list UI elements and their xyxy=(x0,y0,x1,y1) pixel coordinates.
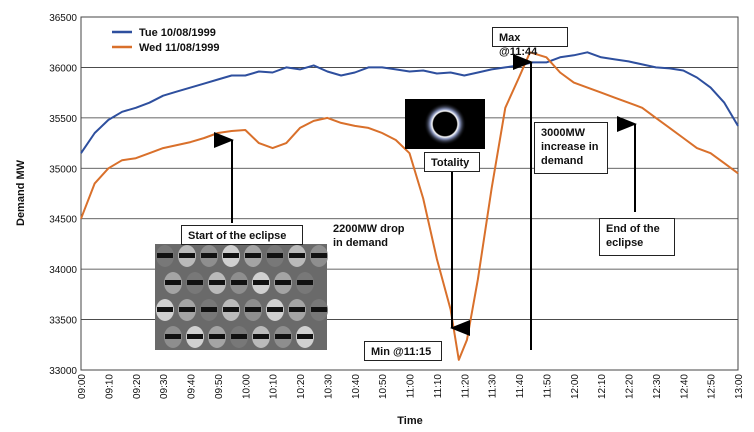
eclipse-glasses xyxy=(165,334,181,339)
x-tick-0940: 09:40 xyxy=(187,374,198,399)
x-tick-1240: 12:40 xyxy=(679,374,690,399)
x-tick-1220: 12:20 xyxy=(625,374,636,399)
x-tick-0930: 09:30 xyxy=(159,374,170,399)
eclipse-glasses xyxy=(187,280,203,285)
x-tick-labels: 09:00 09:10 09:20 09:30 09:40 09:50 10:00 10:10… xyxy=(77,374,745,399)
y-axis-title: Demand MW xyxy=(15,159,27,226)
eclipse-glasses xyxy=(201,253,217,258)
x-tick-1100: 11:00 xyxy=(406,374,417,399)
legend: Tue 10/08/1999 Wed 11/08/1999 xyxy=(112,27,220,54)
x-tick-1010: 10:10 xyxy=(269,374,280,399)
eclipse-glasses xyxy=(223,253,239,258)
x-tick-1150: 11:50 xyxy=(542,374,553,399)
eclipse-glasses xyxy=(275,334,291,339)
x-tick-1120: 11:20 xyxy=(460,374,471,399)
eclipse-glasses xyxy=(231,280,247,285)
x-tick-1110: 11:10 xyxy=(433,374,444,399)
eclipse-glasses xyxy=(231,334,247,339)
eclipse-glasses xyxy=(253,334,269,339)
eclipse-glasses xyxy=(157,307,173,312)
annotation-end: End of the eclipse xyxy=(599,218,675,256)
eclipse-glasses xyxy=(311,307,327,312)
eclipse-glasses xyxy=(297,280,313,285)
x-tick-0910: 09:10 xyxy=(104,374,115,399)
annotation-arrows xyxy=(214,54,637,350)
x-tick-1300: 13:00 xyxy=(734,374,745,399)
eclipse-glasses xyxy=(209,334,225,339)
eclipse-glasses xyxy=(201,307,217,312)
x-tick-1210: 12:10 xyxy=(597,374,608,399)
eclipse-photo xyxy=(405,99,485,149)
legend-label-tue: Tue 10/08/1999 xyxy=(139,27,216,39)
annotation-min: Min @11:15 xyxy=(364,341,442,361)
x-tick-1040: 10:40 xyxy=(351,374,362,399)
y-tick-33500: 33500 xyxy=(49,316,77,327)
series-lines xyxy=(80,51,739,361)
y-tick-36000: 36000 xyxy=(49,63,77,74)
x-tick-1250: 12:50 xyxy=(707,374,718,399)
eclipse-glasses xyxy=(157,253,173,258)
eclipse-glasses xyxy=(253,280,269,285)
x-tick-1020: 10:20 xyxy=(296,374,307,399)
y-tick-labels: 33000 33500 34000 34500 35000 35500 36000 36500 xyxy=(49,13,77,377)
x-tick-0920: 09:20 xyxy=(132,374,143,399)
plot-frame xyxy=(80,16,739,371)
y-tick-35000: 35000 xyxy=(49,164,77,175)
annotation-totality: Totality xyxy=(424,152,480,172)
eclipse-glasses xyxy=(275,280,291,285)
x-tick-1130: 11:30 xyxy=(488,374,499,399)
x-tick-1140: 11:40 xyxy=(515,374,526,399)
x-tick-0950: 09:50 xyxy=(214,374,225,399)
x-tick-1030: 10:30 xyxy=(323,374,334,399)
x-tick-0900: 09:00 xyxy=(77,374,88,399)
eclipse-glasses xyxy=(223,307,239,312)
y-tick-36500: 36500 xyxy=(49,13,77,24)
eclipse-glasses xyxy=(245,307,261,312)
crowd-photo xyxy=(155,244,328,350)
eclipse-glasses xyxy=(187,334,203,339)
y-tick-33000: 33000 xyxy=(49,366,77,377)
x-tick-1000: 10:00 xyxy=(241,374,252,399)
x-tick-1230: 12:30 xyxy=(652,374,663,399)
y-tick-34500: 34500 xyxy=(49,215,77,226)
eclipse-glasses xyxy=(289,253,305,258)
x-tick-1050: 10:50 xyxy=(378,374,389,399)
annotation-start: Start of the eclipse xyxy=(181,225,303,245)
legend-label-wed: Wed 11/08/1999 xyxy=(139,42,220,54)
eclipse-glasses xyxy=(289,307,305,312)
series-line-wed xyxy=(80,51,739,361)
x-axis-title: Time xyxy=(397,415,422,427)
eclipse-glasses xyxy=(209,280,225,285)
series-line-tue xyxy=(80,51,739,154)
annotation-increase: 3000MW increase in demand xyxy=(534,122,608,174)
annotation-drop: 2200MW drop in demand xyxy=(333,222,425,250)
eclipse-glasses xyxy=(179,307,195,312)
eclipse-glasses xyxy=(245,253,261,258)
eclipse-glasses xyxy=(165,280,181,285)
eclipse-glasses xyxy=(267,307,283,312)
eclipse-glasses xyxy=(179,253,195,258)
eclipse-glasses xyxy=(297,334,313,339)
eclipse-glasses xyxy=(311,253,327,258)
eclipse-glasses xyxy=(267,253,283,258)
y-tick-35500: 35500 xyxy=(49,114,77,125)
x-tick-1200: 12:00 xyxy=(570,374,581,399)
annotation-max: Max @11:44 xyxy=(492,27,568,58)
y-tick-34000: 34000 xyxy=(49,265,77,276)
